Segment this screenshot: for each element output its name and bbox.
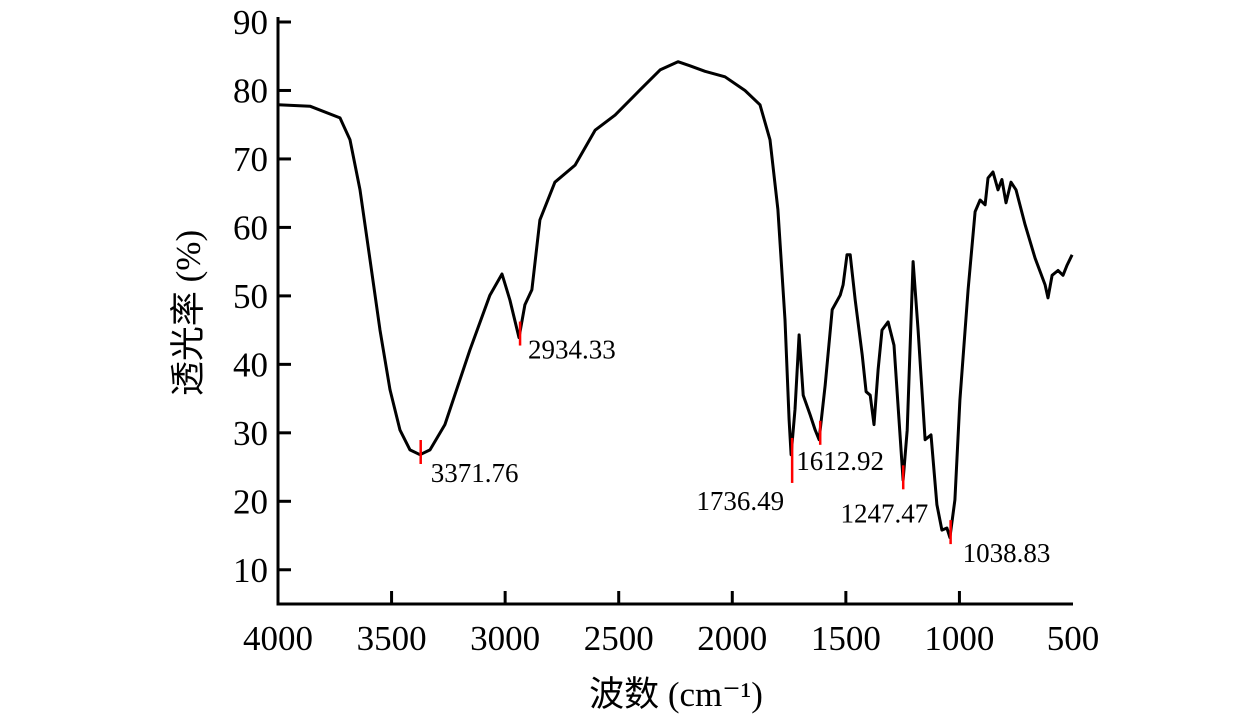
x-tick-label: 1000 — [924, 619, 994, 658]
peak-label: 3371.76 — [431, 458, 519, 488]
axes — [276, 17, 1073, 606]
y-tick-label: 40 — [233, 345, 268, 384]
spectrum-line — [277, 60, 1074, 540]
peak-label: 2934.33 — [528, 335, 616, 365]
x-tick-label: 3500 — [357, 619, 427, 658]
x-tick-label: 2000 — [697, 619, 767, 658]
x-tick-label: 2500 — [584, 619, 654, 658]
y-axis-title: 透光率 (%) — [169, 230, 208, 396]
x-tick-label: 1500 — [811, 619, 881, 658]
y-tick-label: 70 — [233, 140, 268, 179]
x-tick-label: 500 — [1047, 619, 1100, 658]
peak-label: 1736.49 — [696, 486, 784, 516]
x-tick-label: 3000 — [470, 619, 540, 658]
y-tick-label: 60 — [233, 208, 268, 247]
x-tick-label: 4000 — [243, 619, 313, 658]
y-tick-label: 20 — [233, 482, 268, 521]
y-tick-label: 50 — [233, 277, 268, 316]
y-tick-label: 30 — [233, 414, 268, 453]
peak-label: 1038.83 — [963, 538, 1051, 568]
y-tick-label: 80 — [233, 71, 268, 110]
y-tick-label: 10 — [233, 551, 268, 590]
x-axis-title: 波数 (cm⁻¹) — [589, 675, 763, 714]
ticks: 10 20 30 40 50 60 70 80 90 4000 3500 3000 2500 2000 15… — [233, 3, 1099, 658]
peak-label: 1612.92 — [796, 446, 884, 476]
y-tick-label: 90 — [233, 3, 268, 42]
peak-label: 1247.47 — [840, 498, 928, 528]
peak-annotations: 3371.76 2934.33 1736.49 1612.92 1247.47 1038.… — [419, 321, 1051, 568]
